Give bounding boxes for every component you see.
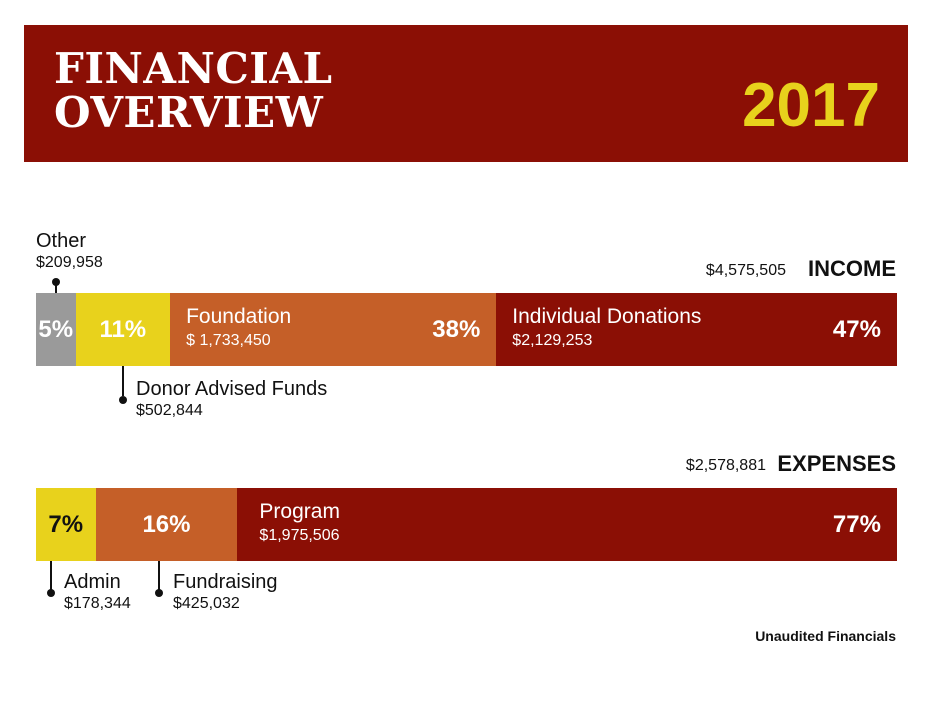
expenses-program-amount: $1,975,506: [259, 527, 340, 544]
expenses-admin-label: Admin $178,344: [64, 570, 131, 614]
year-label: 2017: [742, 71, 880, 140]
expenses-program-inline-label: Program $1,975,506: [259, 500, 340, 546]
income-daf-label: Donor Advised Funds $502,844: [136, 377, 327, 421]
expenses-fundraising-leader-dot: [155, 589, 163, 597]
expenses-fundraising-percent: 16%: [142, 510, 191, 538]
expenses-program-name: Program: [259, 500, 340, 523]
expenses-fundraising-name: Fundraising: [173, 571, 278, 593]
expenses-total: $2,578,881: [685, 457, 766, 474]
income-foundation-name: Foundation: [186, 305, 292, 328]
income-daf-amount: $502,844: [136, 402, 203, 419]
income-daf-leader-dot: [119, 396, 127, 404]
income-other-amount: $209,958: [36, 254, 103, 271]
income-bar-other: 5%: [36, 293, 76, 366]
income-bar-foundation: Foundation $ 1,733,450 38%: [170, 293, 497, 366]
income-foundation-inline-label: Foundation $ 1,733,450: [186, 305, 291, 351]
expenses-admin-name: Admin: [64, 571, 121, 593]
income-individual-amount: $2,129,253: [512, 332, 593, 349]
income-bar-individual-donations: Individual Donations $2,129,253 47%: [496, 293, 897, 366]
expenses-admin-leader: [50, 561, 52, 591]
income-other-label: Other $209,958: [36, 229, 103, 273]
title-line-2: OVERVIEW: [54, 88, 324, 137]
title-line-1: FINANCIAL: [54, 44, 333, 93]
expenses-admin-amount: $178,344: [64, 595, 131, 612]
income-bar: 5% 11% Foundation $ 1,733,450 38% Indivi…: [36, 293, 897, 366]
income-other-percent: 5%: [38, 315, 74, 343]
income-individual-inline-label: Individual Donations $2,129,253: [512, 305, 701, 351]
income-other-name: Other: [36, 230, 87, 252]
expenses-bar-fundraising: 16%: [95, 488, 238, 561]
expenses-admin-percent: 7%: [48, 510, 84, 538]
expenses-fundraising-leader: [158, 561, 160, 591]
expenses-bar-program: Program $1,975,506 77%: [237, 488, 897, 561]
expenses-heading: EXPENSES: [777, 451, 896, 476]
income-daf-leader: [122, 366, 124, 396]
expenses-bar-admin: 7%: [36, 488, 96, 561]
expenses-program-percent: 77%: [832, 510, 881, 538]
footnote: Unaudited Financials: [755, 628, 896, 644]
income-individual-percent: 47%: [832, 315, 881, 343]
expenses-admin-leader-dot: [47, 589, 55, 597]
income-foundation-percent: 38%: [432, 315, 481, 343]
header-banner: FINANCIAL OVERVIEW 2017: [24, 25, 908, 162]
income-heading: INCOME: [808, 256, 896, 281]
income-total: $4,575,505: [705, 262, 786, 279]
expenses-bar: 7% 16% Program $1,975,506 77%: [36, 488, 897, 561]
income-daf-name: Donor Advised Funds: [136, 378, 328, 400]
income-daf-percent: 11%: [99, 315, 147, 343]
income-individual-name: Individual Donations: [512, 305, 702, 328]
expenses-fundraising-amount: $425,032: [173, 595, 240, 612]
income-other-leader: [55, 282, 57, 294]
expenses-fundraising-label: Fundraising $425,032: [173, 570, 278, 614]
income-bar-donor-advised-funds: 11%: [75, 293, 171, 366]
page-title: FINANCIAL OVERVIEW: [54, 47, 333, 135]
income-foundation-amount: $ 1,733,450: [186, 332, 271, 349]
